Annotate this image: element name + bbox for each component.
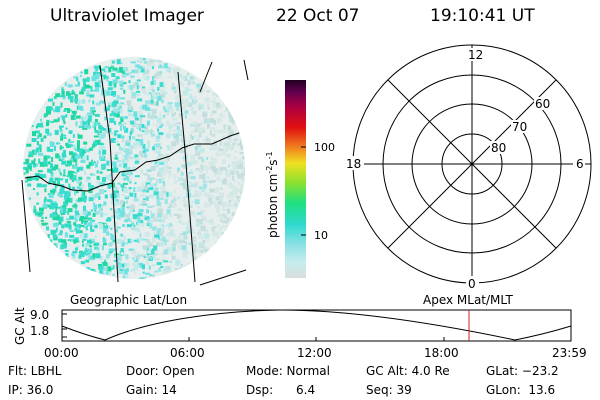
altitude-ytick-min: 1.8 xyxy=(30,324,49,338)
time-label: 19:10:41 UT xyxy=(430,6,535,26)
altitude-ticks xyxy=(62,313,445,341)
coastline xyxy=(24,129,245,192)
app-title: Ultraviolet Imager xyxy=(50,6,204,26)
mlt-label-6: 6 xyxy=(576,157,584,171)
mlat-label-70: 70 xyxy=(512,120,527,134)
altitude-xtick-2359: 23:59 xyxy=(552,346,587,360)
status-door: Door: Open xyxy=(126,364,195,378)
status-filter: Flt: LBHL xyxy=(8,364,62,378)
mlat-label-60: 60 xyxy=(535,97,550,111)
status-glon: GLon: 13.6 xyxy=(486,383,556,397)
mlt-label-12: 12 xyxy=(468,48,483,62)
altitude-xtick-1800: 18:00 xyxy=(424,346,459,360)
colorbar-tick-100: 100 xyxy=(314,141,335,154)
altitude-ylabel: GC Alt xyxy=(13,307,27,345)
status-gc-alt: GC Alt: 4.0 Re xyxy=(366,364,450,378)
colorbar-unit-label: photon cm-2s-1 xyxy=(265,151,280,238)
uv-speckle xyxy=(23,58,245,279)
colorbar-ticks xyxy=(301,146,306,236)
status-glat: GLat: −23.2 xyxy=(486,364,559,378)
colorbar xyxy=(285,80,306,278)
altitude-xtick-1200: 12:00 xyxy=(297,346,332,360)
altitude-curve xyxy=(61,309,572,341)
geo-panel-label: Geographic Lat/Lon xyxy=(70,293,187,307)
earth-disk xyxy=(23,57,245,279)
altitude-xtick-0600: 06:00 xyxy=(170,346,205,360)
polar-panel-label: Apex MLat/MLT xyxy=(423,293,513,307)
status-mode: Mode: Normal xyxy=(246,364,330,378)
polar-grid xyxy=(352,44,592,284)
status-gain: Gain: 14 xyxy=(126,383,177,397)
date-label: 22 Oct 07 xyxy=(276,6,360,26)
geo-grid xyxy=(21,59,249,286)
mlt-label-0: 0 xyxy=(468,277,476,291)
status-seq: Seq: 39 xyxy=(366,383,412,397)
mlt-label-18: 18 xyxy=(346,157,361,171)
altitude-xtick-0000: 00:00 xyxy=(44,346,79,360)
altitude-ytick-max: 9.0 xyxy=(30,308,49,322)
colorbar-tick-10: 10 xyxy=(314,229,328,242)
status-dsp: Dsp: 6.4 xyxy=(246,383,316,397)
altitude-plot-frame xyxy=(61,309,572,342)
status-ip: IP: 36.0 xyxy=(8,383,54,397)
mlat-label-80: 80 xyxy=(491,141,506,155)
